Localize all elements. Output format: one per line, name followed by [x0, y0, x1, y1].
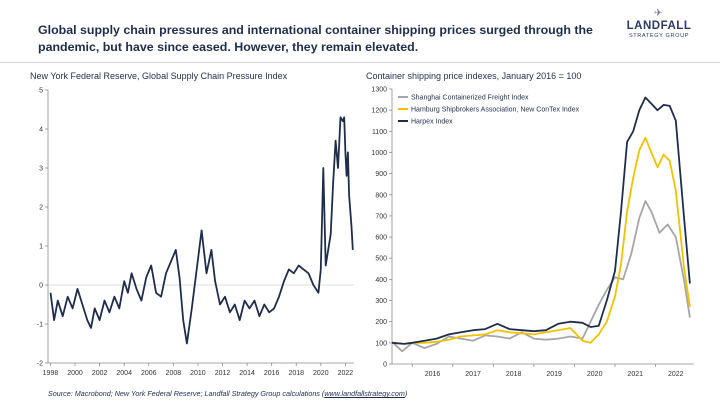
source-note: Source: Macrobond; New York Federal Rese…	[48, 389, 407, 398]
source-prefix: Source: Macrobond; New York Federal Rese…	[48, 389, 325, 398]
x-tick-label: 2022	[338, 370, 354, 377]
x-tick-label: 2018	[506, 371, 522, 378]
x-tick-label: 2016	[264, 370, 280, 377]
x-tick-label: 2008	[166, 370, 182, 377]
x-tick-label: 2016	[425, 371, 441, 378]
x-tick-label: 2002	[92, 370, 108, 377]
x-tick-label: 2000	[67, 370, 83, 377]
y-tick-label: 4	[39, 127, 43, 134]
y-tick-label: -1	[37, 322, 43, 329]
y-tick-label: -2	[37, 361, 43, 368]
y-tick-label: 700	[375, 213, 387, 220]
series-line-hamburg-shipbrokers-association-new-contex-index	[391, 136, 691, 345]
y-tick-label: 0	[383, 362, 387, 369]
plane-icon: ✈	[654, 8, 663, 19]
y-tick-label: 400	[375, 277, 387, 284]
y-tick-label: 1000	[371, 150, 387, 157]
x-tick-label: 1998	[43, 370, 59, 377]
source-link[interactable]: www.landfallstrategy.com	[324, 389, 405, 398]
legend-label: Shanghai Containerized Freight Index	[411, 95, 529, 102]
y-tick-label: 500	[375, 256, 387, 263]
y-tick-label: 1200	[371, 108, 387, 115]
legend-label: Hamburg Shipbrokers Association, New Con…	[411, 107, 580, 114]
legend-label: Harpex Index	[411, 119, 453, 126]
x-tick-label: 2021	[627, 371, 643, 378]
y-tick-label: 5	[39, 88, 43, 95]
y-tick-label: 100	[375, 340, 387, 347]
y-tick-label: 200	[375, 319, 387, 326]
header-divider	[0, 62, 720, 63]
logo-name: LANDFALL	[626, 20, 692, 32]
shipping-index-chart: 0 100 200 300 400 500 600 700 800 900 1000 1100 1200…	[371, 87, 694, 378]
x-tick-label: 2010	[190, 370, 206, 377]
x-tick-label: 2022	[668, 371, 684, 378]
y-tick-label: 1300	[371, 87, 387, 94]
y-tick-label: 1100	[372, 129, 387, 136]
gscpi-chart: -2 -1 0 1 2 3 4 5 1998 2000 2002 2004 2006 2008 2010 20…	[37, 88, 354, 377]
x-tick-label: 2020	[587, 371, 603, 378]
x-tick-label: 2014	[239, 370, 255, 377]
y-tick-label: 3	[39, 166, 43, 173]
series-line-gscpi	[49, 116, 354, 345]
logo-tagline: STRATEGY GROUP	[628, 33, 690, 39]
x-tick-label: 2017	[465, 371, 481, 378]
y-tick-label: 600	[375, 235, 387, 242]
x-tick-label: 2004	[116, 370, 132, 377]
x-tick-label: 2006	[141, 370, 157, 377]
x-tick-label: 2018	[288, 370, 304, 377]
x-tick-label: 2020	[313, 370, 329, 377]
source-suffix: )	[404, 389, 408, 398]
headline: Global supply chain pressures and intern…	[38, 23, 593, 54]
landfall-logo: ✈ LANDFALL STRATEGY GROUP	[618, 8, 700, 42]
y-tick-label: 800	[375, 192, 387, 199]
y-tick-label: 1	[39, 244, 43, 251]
y-tick-label: 900	[375, 171, 387, 178]
left-chart-title: New York Federal Reserve, Global Supply …	[30, 71, 288, 81]
right-chart-title: Container shipping price indexes, Januar…	[366, 71, 582, 81]
series-line-shanghai-containerized-freight-index	[391, 200, 691, 353]
y-tick-label: 2	[39, 205, 43, 212]
x-tick-label: 2019	[546, 371, 562, 378]
y-tick-label: 0	[39, 283, 43, 290]
x-tick-label: 2012	[215, 370, 231, 377]
y-tick-label: 300	[375, 298, 387, 305]
series-line-harpex-index	[391, 96, 691, 345]
